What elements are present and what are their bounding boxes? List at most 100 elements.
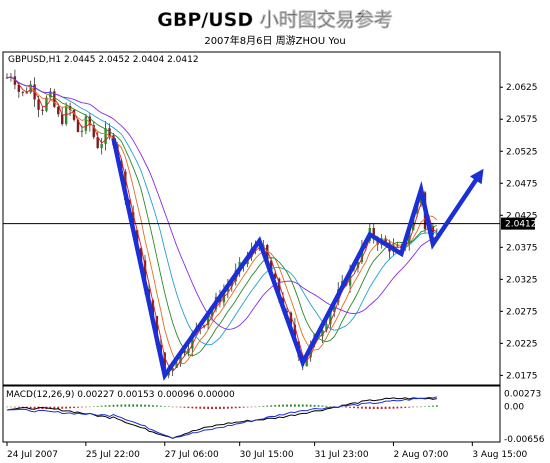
- macd-histogram-bar: [57, 406, 60, 409]
- macd-histogram-bar: [416, 406, 419, 408]
- macd-histogram-bar: [187, 406, 190, 409]
- macd-histogram-bar: [372, 406, 375, 410]
- macd-histogram-bar: [380, 406, 383, 410]
- candle-body: [5, 77, 9, 79]
- macd-histogram-bar: [313, 404, 316, 407]
- candle-body: [104, 128, 107, 144]
- macd-histogram-bar: [357, 406, 359, 409]
- macd-tick-label: 0.00: [504, 403, 524, 413]
- time-tick-label: 27 Jul 06:00: [165, 450, 219, 460]
- macd-histogram-bar: [242, 406, 245, 408]
- macd-histogram-bar: [262, 405, 265, 407]
- macd-histogram-bar: [191, 406, 194, 409]
- macd-histogram-bar: [400, 406, 403, 409]
- macd-histogram-bar: [175, 406, 178, 408]
- time-tick-label: 31 Jul 23:00: [315, 450, 369, 460]
- candle-body: [17, 84, 21, 92]
- moving-average-line: [6, 76, 437, 346]
- macd-histogram-bar: [321, 405, 324, 407]
- candle-body: [408, 230, 411, 245]
- candle-body: [305, 357, 308, 367]
- candle-body: [25, 92, 28, 94]
- macd-histogram-bar: [155, 405, 158, 407]
- macd-histogram-bar: [6, 406, 8, 408]
- macd-histogram-bar: [329, 406, 332, 407]
- candle-body: [76, 119, 80, 133]
- candle-body: [13, 76, 17, 85]
- macd-histogram-bar: [392, 406, 395, 409]
- macd-histogram-bar: [301, 404, 304, 407]
- macd-histogram-bar: [274, 405, 277, 407]
- macd-histogram-bar: [171, 406, 174, 408]
- candle-body: [384, 238, 387, 243]
- zigzag-wave-line: [111, 137, 483, 381]
- candle-body: [435, 233, 439, 235]
- macd-histogram-bar: [424, 406, 426, 407]
- macd-histogram-bar: [404, 406, 407, 408]
- macd-histogram-bar: [81, 406, 83, 408]
- macd-histogram-bar: [234, 406, 237, 409]
- candle-body: [21, 91, 24, 93]
- candle-body: [179, 351, 182, 364]
- candle-body: [273, 273, 277, 279]
- macd-histogram-bar: [309, 404, 312, 407]
- candle-body: [37, 99, 40, 110]
- macd-histogram-bar: [61, 406, 64, 409]
- macd-histogram-bar: [17, 406, 20, 408]
- macd-histogram-bar: [226, 406, 229, 409]
- macd-histogram-bar: [384, 406, 387, 409]
- macd-histogram-bar: [207, 406, 210, 410]
- macd-histogram-bar: [104, 405, 107, 407]
- price-tick-label: 2.0425: [506, 211, 538, 221]
- macd-histogram-bar: [159, 405, 162, 407]
- macd-histogram-bar: [376, 406, 379, 410]
- price-tick-label: 2.0225: [506, 339, 538, 349]
- price-tick-label: 2.0275: [506, 307, 538, 317]
- macd-histogram-bar: [290, 404, 292, 407]
- macd-histogram-bar: [238, 406, 241, 408]
- price-axis: 2.0625 2.0575 2.0525 2.0475 2.0425 2.0375 2.03…: [500, 83, 538, 381]
- candle-body: [80, 130, 84, 133]
- moving-average-line: [6, 76, 437, 357]
- main-plot-frame: [2, 51, 501, 386]
- chart-subtitle: 2007年8月6日 周游ZHOU You: [204, 34, 345, 47]
- candle-body: [206, 316, 210, 326]
- symbol-info: GBPUSD,H1 2.0445 2.0452 2.0404 2.0412: [8, 55, 199, 65]
- time-tick-label: 24 Jul 2007: [7, 450, 58, 460]
- candle-body: [68, 105, 72, 111]
- candle-body: [325, 324, 328, 331]
- candle-body: [72, 110, 76, 120]
- macd-histogram-bar: [112, 404, 115, 407]
- candle-body: [348, 269, 352, 286]
- moving-averages-group: [6, 76, 438, 372]
- macd-histogram-bar: [167, 406, 170, 407]
- macd-histogram-bar: [428, 405, 430, 407]
- macd-histogram-bar: [345, 406, 348, 408]
- candle-body: [92, 125, 95, 138]
- candle-body: [293, 324, 297, 342]
- candle-body: [57, 106, 60, 115]
- price-tick-label: 2.0625: [506, 83, 538, 93]
- candle-body: [277, 278, 281, 298]
- price-tick-label: 2.0575: [506, 115, 538, 125]
- macd-histogram-bar: [211, 406, 213, 410]
- macd-histogram-bar: [144, 404, 146, 407]
- macd-histogram-bar: [215, 406, 217, 410]
- macd-histogram-bar: [195, 406, 198, 409]
- candle-body: [171, 367, 174, 370]
- candle-body: [84, 116, 88, 131]
- macd-signal-line: [6, 397, 437, 439]
- macd-main-line: [6, 396, 437, 439]
- candle-body: [210, 309, 214, 317]
- current-price-box: [501, 217, 535, 230]
- macd-histogram-bar: [278, 404, 281, 407]
- macd-histogram-bar: [266, 405, 269, 407]
- candle-body: [139, 248, 143, 261]
- macd-histogram-bar: [230, 406, 233, 409]
- current-price-label: 2.0412: [505, 220, 537, 230]
- macd-histogram-bar: [408, 406, 411, 408]
- candle-body: [45, 97, 48, 111]
- macd-histogram-bar: [353, 406, 355, 409]
- macd-histogram-bar: [132, 404, 135, 407]
